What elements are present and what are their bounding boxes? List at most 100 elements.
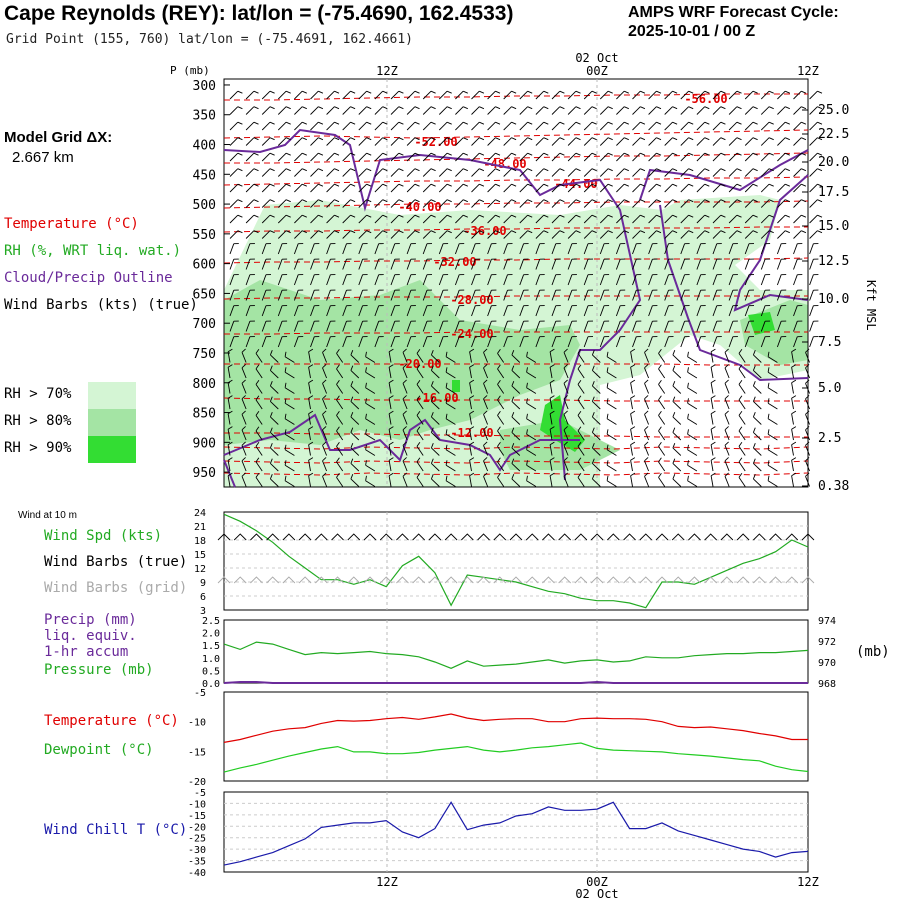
pressure-tick-label: 300 <box>193 79 216 94</box>
wind-barb <box>277 199 287 208</box>
wind-barb-flag <box>318 183 324 187</box>
wind-barb-flag <box>269 474 273 480</box>
wind-barb <box>438 259 444 270</box>
wind-barb <box>358 230 367 239</box>
wind-barb <box>712 214 722 224</box>
wind-barb <box>326 259 331 270</box>
wind-barb-flag <box>388 364 394 368</box>
wind-barb <box>644 398 650 410</box>
wind-barb-flag <box>624 183 629 187</box>
wind-barb <box>577 477 585 487</box>
wind-barb <box>277 106 287 115</box>
wind-barb-flag <box>414 106 420 110</box>
wind-barb <box>535 106 545 115</box>
wind-barb <box>777 152 786 162</box>
wind-barb <box>402 367 408 379</box>
wind-barb-flag <box>801 199 807 203</box>
wind-barb <box>738 353 746 363</box>
wind-barb-flag <box>388 410 394 415</box>
wind-barb-flag <box>365 398 367 404</box>
wind-barb-grid <box>720 576 734 584</box>
precip-tick-label: 1.5 <box>202 641 220 652</box>
wind-barb <box>402 445 408 456</box>
wind-barb <box>358 336 364 348</box>
wind-barb <box>696 90 706 100</box>
wind-barb-flag <box>704 121 710 125</box>
wind-barb <box>615 321 621 332</box>
wind-barb <box>241 398 247 410</box>
wind-barb <box>664 336 669 348</box>
legend-liq-equiv: liq. equiv. <box>44 628 137 644</box>
wind-barb <box>632 137 641 146</box>
wind-barb <box>406 321 412 332</box>
wind-barb <box>497 477 505 487</box>
legend-windchill: Wind Chill T (°C) <box>44 822 188 838</box>
wind-barb-grid <box>736 576 750 584</box>
wind-barb-flag <box>479 152 485 156</box>
wind-barb <box>350 447 360 456</box>
wind-barb-flag <box>720 152 726 156</box>
temperature-contour <box>223 295 808 300</box>
temperature-contour-label: -20.00 <box>398 357 441 371</box>
wind-barb <box>776 290 782 301</box>
wind-barb-flag <box>382 106 388 110</box>
wind-barb-flag <box>511 214 517 218</box>
wind-barb <box>422 168 432 177</box>
wind-barb <box>422 274 428 286</box>
wind-barb-flag <box>241 348 246 353</box>
wind-barb <box>777 121 786 131</box>
wind-barb-flag <box>687 460 689 466</box>
wind-barb <box>438 137 448 146</box>
wind-barb-flag <box>318 90 324 94</box>
wind-barb <box>712 137 722 146</box>
wind-barb-flag <box>575 90 581 94</box>
wind-barb <box>567 243 573 255</box>
wind-barb <box>724 445 730 456</box>
wind-barb <box>583 336 589 348</box>
wind-barb-grid <box>412 576 425 584</box>
wind-barb <box>270 385 279 394</box>
wind-barb <box>277 243 283 255</box>
wind-barb-flag <box>366 106 372 110</box>
wind-barb-flag <box>672 396 676 402</box>
wind-barb <box>342 336 347 348</box>
wind-barb-flag <box>365 413 367 419</box>
wind-barb <box>791 367 794 379</box>
wind-barb <box>672 385 682 394</box>
wind-barb <box>710 475 714 487</box>
wind-barb <box>549 444 553 456</box>
wind-barb <box>445 464 456 472</box>
wind-barb <box>592 463 601 472</box>
temperature-tick-label: -20 <box>188 777 206 788</box>
wind-barb-flag <box>350 199 356 203</box>
wind-barb-flag <box>767 351 770 357</box>
wind-barb <box>374 214 384 224</box>
wind-barb-flag <box>563 395 568 400</box>
wind-barb-flag <box>591 199 597 203</box>
pressure-tick-label: 968 <box>818 679 836 690</box>
wind-barb <box>583 321 589 332</box>
wind-barb-flag <box>724 457 729 462</box>
wind-barb <box>606 387 617 394</box>
wind-barbs-grid <box>227 90 823 487</box>
wind-barb-flag <box>591 443 595 449</box>
wind-barb-true <box>558 533 571 541</box>
wind-barb-grid <box>493 576 507 584</box>
legend-temperature-ts: Temperature (°C) <box>44 713 179 729</box>
wind-barb-flag <box>350 443 354 449</box>
wind-barb-flag <box>563 364 568 369</box>
wind-barb <box>416 430 424 441</box>
wind-barb <box>744 243 750 255</box>
wind-barb <box>284 387 295 394</box>
wind-barb <box>511 447 521 456</box>
wind-barb-grid <box>250 576 263 584</box>
wind-barb <box>294 183 303 193</box>
wind-barb <box>229 290 235 301</box>
wind-barb-flag <box>644 348 649 353</box>
date-label-bottom: 02 Oct <box>575 887 618 900</box>
wind-barb <box>567 305 573 317</box>
wind-barb <box>535 199 545 208</box>
wind-barb-flag <box>382 230 388 234</box>
wind-barb <box>767 418 778 425</box>
wind-barb-flag <box>724 410 729 415</box>
